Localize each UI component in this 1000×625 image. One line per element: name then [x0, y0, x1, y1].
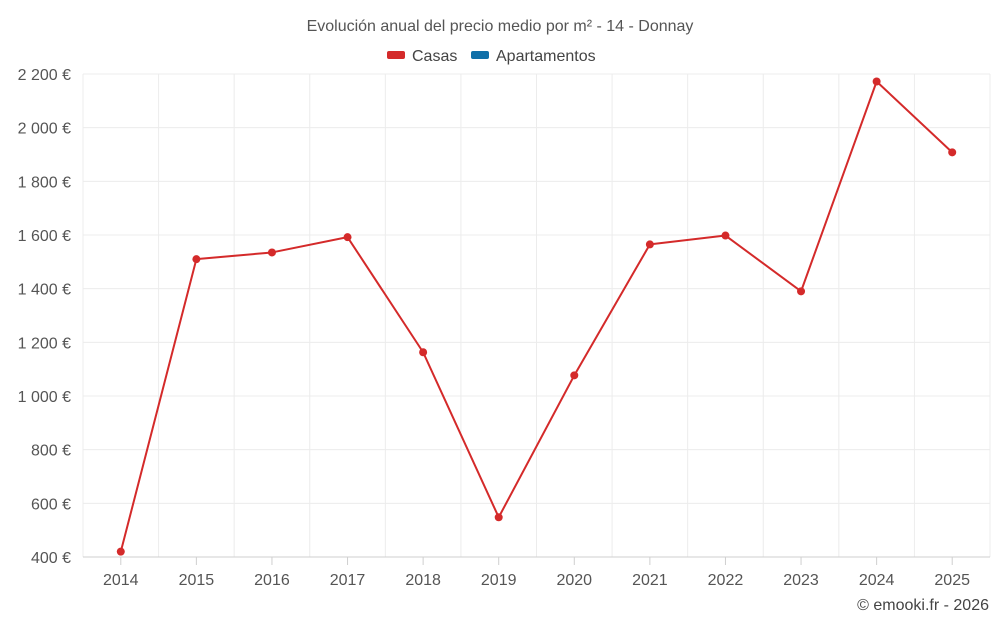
y-tick-label: 1 200 €: [18, 335, 71, 352]
x-tick-label: 2021: [632, 572, 668, 589]
series-line-casas: [119, 80, 953, 552]
data-point[interactable]: [570, 371, 579, 380]
x-tick-label: 2020: [556, 572, 592, 589]
x-tick-label: 2015: [179, 572, 215, 589]
x-tick-label: 2018: [405, 572, 441, 589]
legend-label-apartamentos[interactable]: Apartamentos: [496, 48, 596, 65]
data-point[interactable]: [343, 233, 352, 242]
legend-label-casas[interactable]: Casas: [412, 48, 457, 65]
chart-title: Evolución anual del precio medio por m² …: [307, 18, 694, 35]
grid: [82, 73, 991, 557]
data-point[interactable]: [192, 255, 201, 264]
y-tick-label: 600 €: [31, 496, 71, 513]
y-tick-label: 800 €: [31, 443, 71, 460]
y-tick-label: 2 200 €: [18, 67, 71, 84]
x-tick-label: 2024: [859, 572, 895, 589]
series-layer: [116, 77, 957, 556]
x-tick-label: 2022: [708, 572, 744, 589]
x-tick-label: 2014: [103, 572, 139, 589]
x-tick-label: 2023: [783, 572, 819, 589]
data-point[interactable]: [948, 148, 957, 157]
y-tick-label: 2 000 €: [18, 121, 71, 138]
credit-text: © emooki.fr - 2026: [857, 597, 989, 614]
x-tick-label: 2017: [330, 572, 366, 589]
title-layer: Evolución anual del precio medio por m² …: [307, 18, 694, 35]
y-tick-label: 1 800 €: [18, 174, 71, 191]
data-point[interactable]: [267, 248, 276, 257]
data-point[interactable]: [872, 77, 881, 86]
y-tick-label: 1 400 €: [18, 282, 71, 299]
data-point[interactable]: [797, 287, 806, 296]
axes: 400 € 600 € 800 € 1 000 € 1 200 € 1 400 € 1 60…: [18, 67, 990, 589]
data-point[interactable]: [645, 240, 654, 249]
data-point[interactable]: [494, 513, 503, 522]
y-tick-label: 400 €: [31, 550, 71, 567]
data-point[interactable]: [419, 348, 428, 357]
x-tick-label: 2016: [254, 572, 290, 589]
y-tick-label: 1 600 €: [18, 228, 71, 245]
legend: Casas Apartamentos: [387, 48, 596, 65]
legend-swatch-casas[interactable]: [387, 51, 405, 59]
x-tick-label: 2019: [481, 572, 517, 589]
y-tick-label: 1 000 €: [18, 389, 71, 406]
data-point[interactable]: [116, 547, 125, 556]
data-point[interactable]: [721, 231, 730, 240]
x-tick-label: 2025: [934, 572, 970, 589]
legend-swatch-apartamentos[interactable]: [471, 51, 489, 59]
